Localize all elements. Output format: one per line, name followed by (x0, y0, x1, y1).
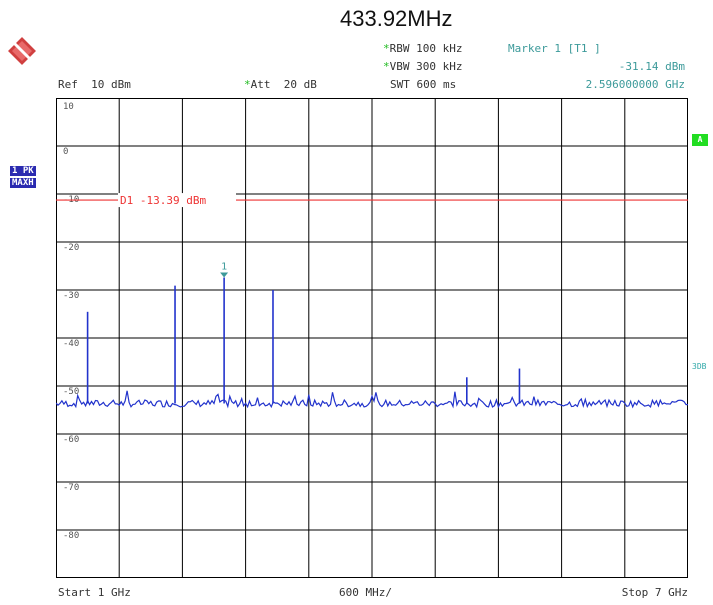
marker-number: 1 (221, 262, 227, 273)
y-tick-label: 0 (63, 147, 68, 157)
threedb-badge: 3DB (692, 362, 707, 371)
trace-detector-badge: 1 PK (10, 166, 36, 176)
trace-a-badge: A (692, 134, 708, 146)
rbw-setting: *RBW 100 kHz (383, 42, 463, 55)
marker-level: -31.14 dBm (618, 60, 685, 73)
marker-triangle (220, 272, 229, 278)
y-tick-label: 10 (63, 102, 74, 112)
vbw-setting: *VBW 300 kHz (383, 60, 463, 73)
y-tick-label: -60 (63, 435, 79, 445)
trace-peaks (86, 277, 521, 404)
span-per-division: 600 MHz/ (339, 586, 392, 599)
swt-setting: SWT 600 ms (390, 78, 457, 91)
page-title: 433.92MHz (340, 6, 453, 31)
marker-label: Marker 1 [T1 ] (508, 42, 601, 55)
display-line-label-bg (118, 193, 236, 208)
y-tick-label: -70 (63, 483, 79, 493)
rohde-schwarz-logo-icon (5, 34, 39, 68)
spectrum-trace (56, 390, 688, 409)
y-tick-label: -80 (63, 531, 79, 541)
grid (56, 98, 688, 578)
y-tick-label: -40 (63, 339, 79, 349)
y-tick-label: -30 (63, 291, 79, 301)
stop-frequency: Stop 7 GHz (621, 586, 688, 599)
display-line-label: D1 -13.39 dBm (120, 194, 206, 207)
attenuation-setting: *Att 20 dB (244, 78, 317, 91)
y-tick-label: -20 (63, 243, 79, 253)
marker-1: 1 (220, 262, 229, 278)
spectrum-display: 100-10-20-30-40-50-60-70-80-90 D1 -13.39… (56, 98, 688, 578)
start-frequency: Start 1 GHz (58, 586, 131, 599)
y-tick-label: -50 (63, 387, 79, 397)
marker-frequency: 2.596000000 GHz (585, 78, 685, 91)
trace-mode-badge: MAXH (10, 178, 36, 188)
ref-level: Ref 10 dBm (58, 78, 131, 91)
display-line: D1 -13.39 dBm (56, 193, 688, 208)
